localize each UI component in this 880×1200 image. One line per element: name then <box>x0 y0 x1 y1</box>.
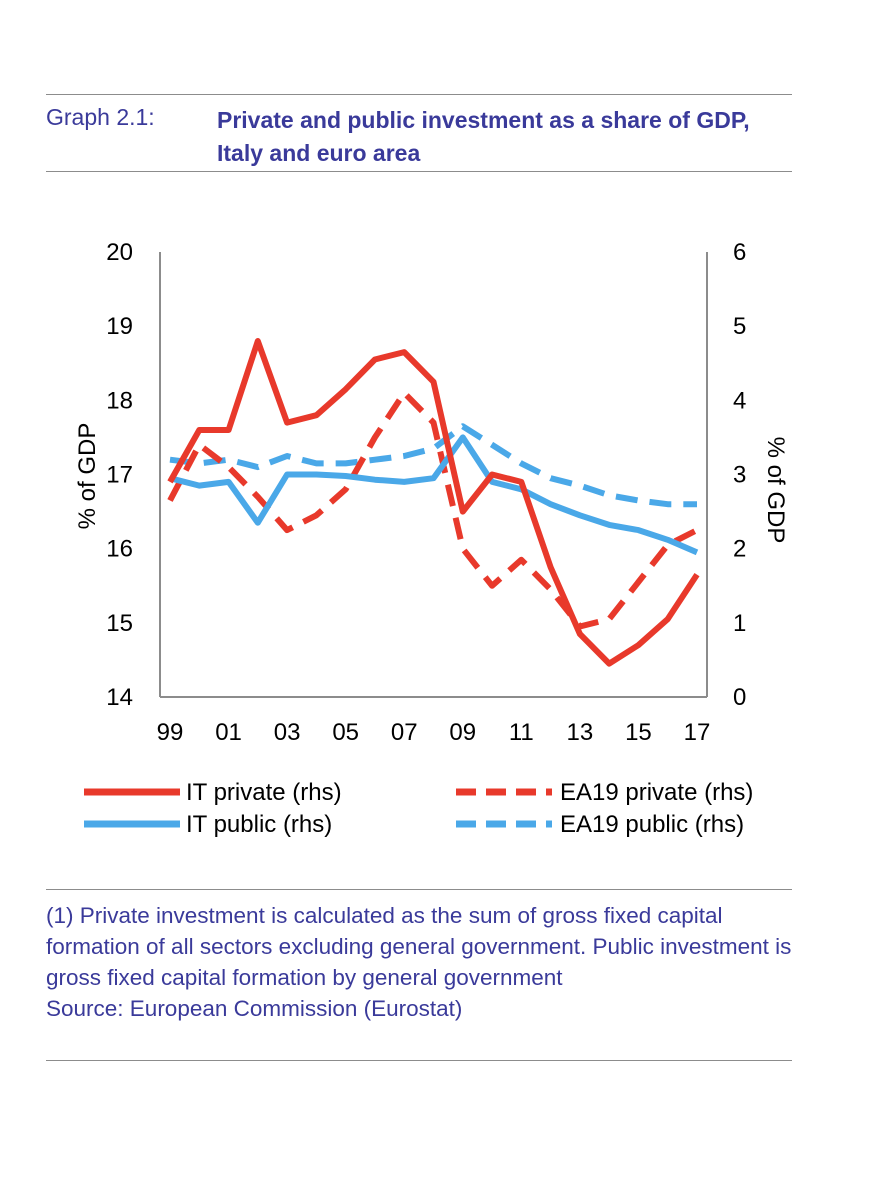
source-note: Source: European Commission (Eurostat) <box>46 996 463 1021</box>
x-tick-label: 15 <box>625 719 652 746</box>
left-tick-label: 14 <box>106 684 133 711</box>
x-tick-label: 07 <box>391 719 418 746</box>
right-tick-label: 6 <box>733 239 746 266</box>
x-tick-label: 09 <box>449 719 476 746</box>
x-tick-label: 13 <box>567 719 594 746</box>
x-tick-label: 99 <box>157 719 184 746</box>
legend-label: EA19 public (rhs) <box>560 811 744 838</box>
legend-label: EA19 private (rhs) <box>560 779 753 806</box>
left-tick-label: 19 <box>106 313 133 340</box>
series-line-ea19-public-rhs <box>169 423 697 508</box>
right-tick-label: 2 <box>733 536 746 563</box>
top-rule <box>46 94 792 95</box>
x-tick-label: 11 <box>509 719 534 746</box>
series-line-it-public-rhs <box>169 434 699 556</box>
legend-label: IT public (rhs) <box>186 811 332 838</box>
x-tick-label: 17 <box>684 719 711 746</box>
title-rule <box>46 171 792 172</box>
right-tick-label: 1 <box>733 610 746 637</box>
graph-label: Graph 2.1: <box>46 104 155 130</box>
left-tick-label: 18 <box>106 387 133 414</box>
left-tick-label: 16 <box>106 536 133 563</box>
chart-tick-labels: 20 19 18 17 16 15 14 6 5 4 3 2 1 0 99 01 03 05 07 09 11 13 15 1… <box>106 239 746 746</box>
footnote: (1) Private investment is calculated as … <box>46 903 798 990</box>
left-axis-title: % of GDP <box>74 423 101 530</box>
legend-label: IT private (rhs) <box>186 779 342 806</box>
chart-lines <box>167 338 700 667</box>
x-tick-label: 05 <box>332 719 359 746</box>
graph-title: Private and public investment as a share… <box>217 107 750 166</box>
left-tick-label: 17 <box>106 462 133 489</box>
right-tick-label: 3 <box>733 462 746 489</box>
right-tick-label: 0 <box>733 684 746 711</box>
series-line-it-private-rhs <box>167 338 700 667</box>
right-tick-label: 5 <box>733 313 746 340</box>
series-line-ea19-private-rhs <box>167 389 699 630</box>
notes-rule <box>46 889 792 890</box>
x-tick-label: 03 <box>274 719 301 746</box>
left-tick-label: 15 <box>106 610 133 637</box>
chart-axes <box>159 252 708 698</box>
chart-notes: (1) Private investment is calculated as … <box>46 900 792 1024</box>
x-tick-label: 01 <box>215 719 242 746</box>
bottom-rule <box>46 1060 792 1061</box>
line-chart: 20 19 18 17 16 15 14 6 5 4 3 2 1 0 99 01 03 05 07 09 11 13 15 1… <box>74 239 789 838</box>
right-axis-title: % of GDP <box>762 437 789 544</box>
right-tick-label: 4 <box>733 387 746 414</box>
chart-legend: IT private (rhs) EA19 private (rhs) IT pub… <box>84 779 753 838</box>
left-tick-label: 20 <box>106 239 133 266</box>
